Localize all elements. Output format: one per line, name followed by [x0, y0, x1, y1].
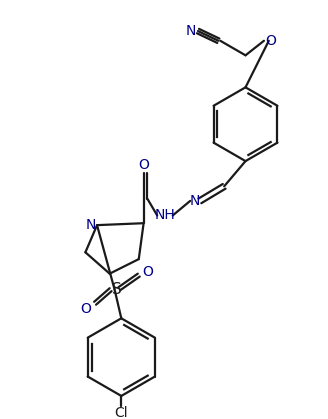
Text: N: N [186, 24, 196, 38]
Text: NH: NH [154, 208, 175, 222]
Text: O: O [265, 34, 276, 48]
Text: S: S [112, 282, 121, 297]
Text: O: O [80, 302, 91, 316]
Text: N: N [190, 194, 200, 208]
Text: O: O [142, 265, 153, 279]
Text: Cl: Cl [114, 406, 128, 419]
Text: O: O [138, 158, 149, 172]
Text: N: N [86, 218, 96, 232]
